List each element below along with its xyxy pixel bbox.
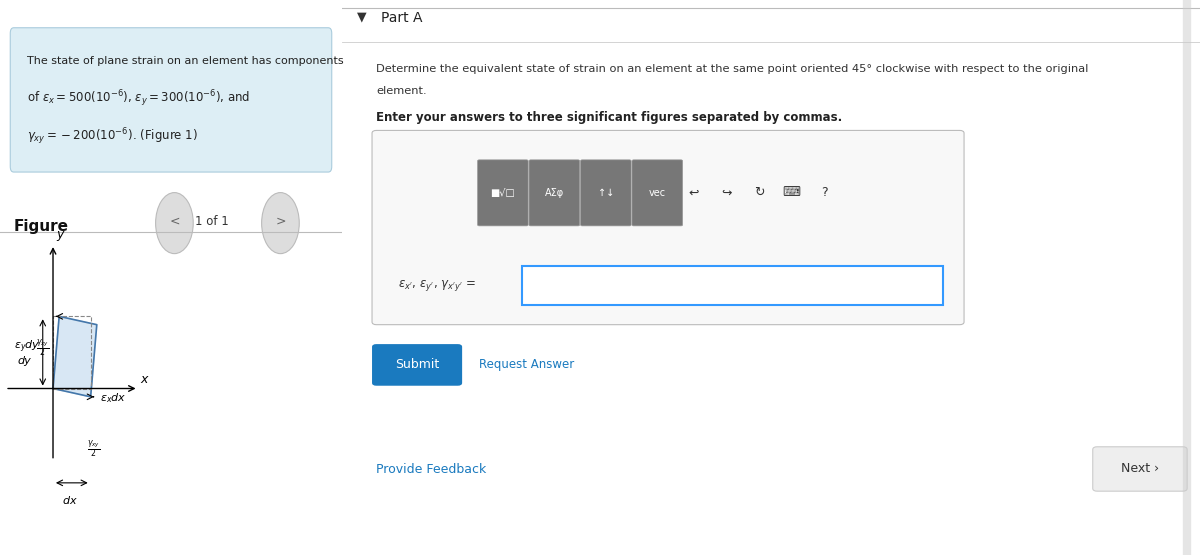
Text: Request Answer: Request Answer [479, 359, 575, 371]
FancyBboxPatch shape [11, 28, 331, 172]
Text: $\epsilon_x dx$: $\epsilon_x dx$ [101, 391, 127, 405]
Text: Provide Feedback: Provide Feedback [377, 463, 486, 476]
FancyBboxPatch shape [1093, 447, 1187, 491]
Text: The state of plane strain on an element has components: The state of plane strain on an element … [28, 56, 344, 65]
Text: ↑↓: ↑↓ [598, 188, 614, 198]
Circle shape [262, 193, 299, 254]
Text: $\epsilon_y dy$: $\epsilon_y dy$ [13, 339, 41, 355]
FancyBboxPatch shape [478, 160, 528, 226]
Polygon shape [53, 316, 97, 397]
Text: ↪: ↪ [721, 186, 732, 199]
Text: dy: dy [17, 356, 31, 366]
FancyBboxPatch shape [522, 266, 943, 305]
Text: Submit: Submit [395, 359, 439, 371]
Text: vec: vec [649, 188, 666, 198]
Text: $\frac{\gamma_{xy}}{2}$: $\frac{\gamma_{xy}}{2}$ [36, 338, 49, 360]
Text: element.: element. [377, 86, 427, 96]
Circle shape [156, 193, 193, 254]
Text: Determine the equivalent state of strain on an element at the same point oriente: Determine the equivalent state of strain… [377, 64, 1088, 74]
Text: $\epsilon_{x'}$, $\epsilon_{y'}$, $\gamma_{x'y'}$ =: $\epsilon_{x'}$, $\epsilon_{y'}$, $\gamm… [397, 278, 476, 294]
Text: Part A: Part A [380, 11, 422, 25]
Text: ?: ? [821, 186, 828, 199]
Text: <: < [169, 215, 180, 228]
FancyBboxPatch shape [529, 160, 580, 226]
Text: ⌨: ⌨ [782, 186, 800, 199]
Text: $\gamma_{xy} = -200(10^{-6})$. (Figure 1): $\gamma_{xy} = -200(10^{-6})$. (Figure 1… [28, 127, 198, 147]
Text: ↻: ↻ [754, 186, 764, 199]
FancyBboxPatch shape [372, 344, 462, 386]
Text: Next ›: Next › [1121, 462, 1159, 476]
Text: ■√□: ■√□ [491, 188, 515, 198]
Text: Figure: Figure [13, 219, 68, 234]
Text: $\frac{\gamma_{xy}}{2}$: $\frac{\gamma_{xy}}{2}$ [88, 438, 101, 460]
Text: y: y [56, 229, 64, 241]
FancyBboxPatch shape [581, 160, 631, 226]
Text: >: > [275, 215, 286, 228]
Text: $dx$: $dx$ [62, 494, 78, 506]
Text: 1 of 1: 1 of 1 [196, 215, 229, 228]
FancyBboxPatch shape [372, 130, 964, 325]
Text: AΣφ: AΣφ [545, 188, 564, 198]
Text: Enter your answers to three significant figures separated by commas.: Enter your answers to three significant … [377, 111, 842, 124]
Text: ↩: ↩ [689, 186, 700, 199]
FancyBboxPatch shape [632, 160, 683, 226]
Text: ▼: ▼ [358, 10, 367, 23]
Text: of $\epsilon_x = 500(10^{-6})$, $\epsilon_y = 300(10^{-6})$, and: of $\epsilon_x = 500(10^{-6})$, $\epsilo… [28, 89, 251, 109]
Text: x: x [140, 373, 148, 386]
